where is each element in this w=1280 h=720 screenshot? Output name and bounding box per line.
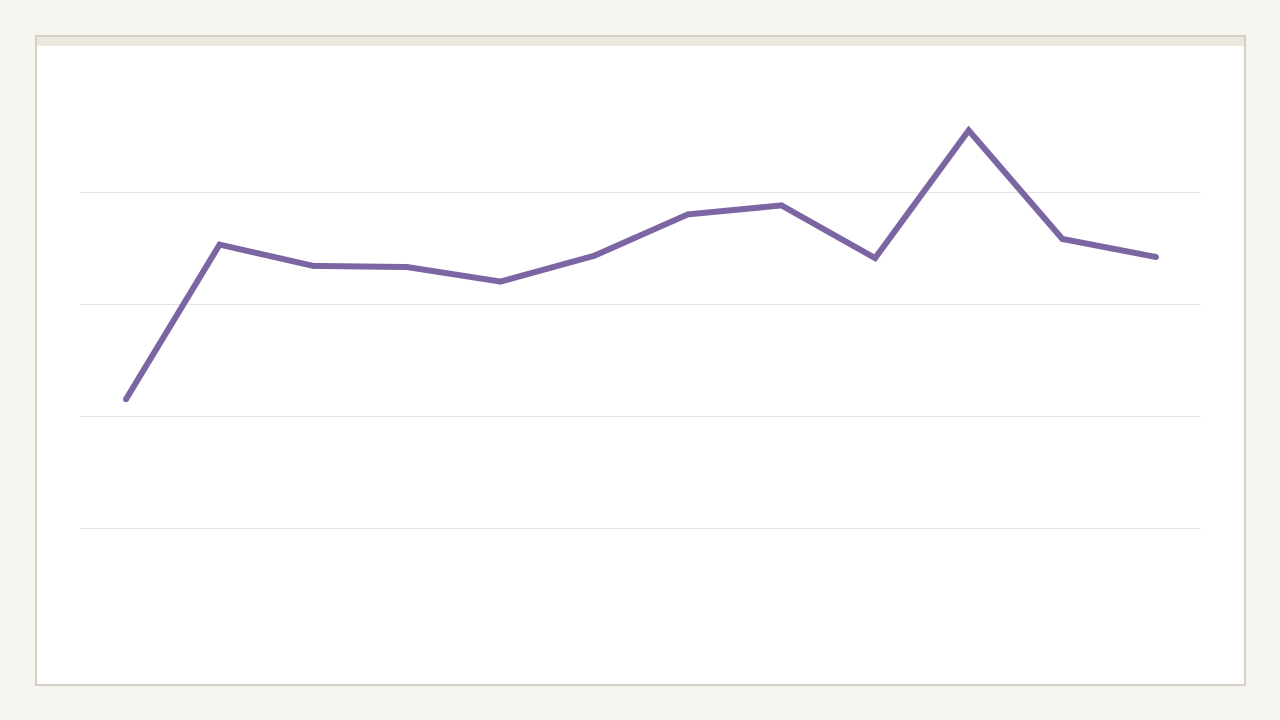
data-point-12: [1153, 254, 1159, 260]
data-point-2: [216, 241, 223, 248]
card-header-bar: [37, 37, 1244, 46]
data-point-11: [1059, 236, 1066, 242]
data-point-10: [965, 127, 972, 134]
data-point-1: [123, 396, 129, 403]
gridlines: [80, 192, 1201, 529]
chart-card: [35, 35, 1246, 686]
data-point-3: [310, 262, 317, 269]
data-point-4: [403, 264, 410, 270]
data-point-8: [778, 202, 785, 209]
data-point-6: [591, 252, 598, 259]
series-layer: [123, 125, 1159, 403]
series-line-1: [123, 125, 1157, 401]
data-point-7: [684, 211, 691, 218]
data-point-9: [872, 255, 879, 262]
data-point-5: [497, 278, 504, 285]
